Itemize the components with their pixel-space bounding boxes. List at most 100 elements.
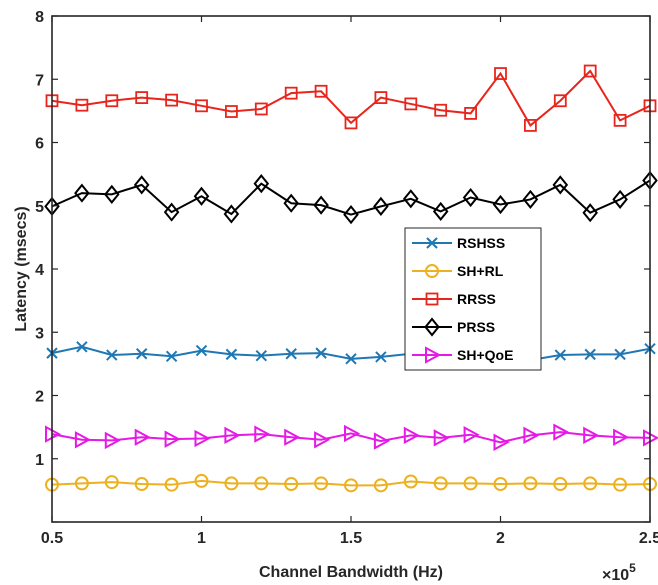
data-point bbox=[462, 187, 479, 208]
legend-label: SH+RL bbox=[457, 263, 504, 279]
data-point bbox=[165, 350, 178, 362]
data-point bbox=[255, 349, 268, 362]
data-point bbox=[75, 98, 89, 112]
data-point bbox=[583, 64, 597, 78]
data-point bbox=[375, 351, 387, 363]
legend-entry: RRSS bbox=[412, 291, 496, 307]
data-point bbox=[373, 478, 388, 493]
data-point bbox=[464, 107, 478, 120]
y-tick-label: 4 bbox=[35, 262, 44, 279]
series-sh-qoe bbox=[45, 423, 658, 451]
data-point bbox=[163, 202, 180, 222]
legend-marker bbox=[425, 292, 439, 306]
data-point bbox=[315, 347, 327, 359]
y-tick-label: 8 bbox=[35, 9, 44, 26]
data-point bbox=[135, 348, 148, 360]
data-point bbox=[494, 67, 507, 80]
data-point bbox=[194, 429, 211, 448]
data-point bbox=[74, 476, 89, 491]
data-point bbox=[493, 433, 510, 451]
data-point bbox=[463, 476, 478, 491]
legend-label: SH+QoE bbox=[457, 347, 513, 363]
data-point bbox=[523, 476, 538, 491]
data-point bbox=[345, 353, 357, 365]
data-point bbox=[134, 477, 149, 492]
data-point bbox=[553, 477, 568, 492]
data-point bbox=[432, 201, 449, 222]
data-point bbox=[254, 425, 271, 443]
data-point bbox=[404, 97, 418, 111]
series-line bbox=[51, 69, 651, 127]
data-point bbox=[583, 476, 598, 491]
legend-entry: SH+QoE bbox=[412, 346, 513, 364]
data-point bbox=[195, 344, 208, 357]
data-point bbox=[403, 426, 420, 445]
data-point bbox=[74, 431, 92, 449]
data-point bbox=[313, 195, 329, 215]
data-point bbox=[344, 116, 358, 130]
data-point bbox=[374, 91, 388, 104]
data-point bbox=[76, 341, 88, 353]
data-point bbox=[373, 432, 391, 450]
data-point bbox=[314, 84, 328, 98]
x-tick-label: 2.5 bbox=[639, 530, 658, 547]
x-tick-label: 1 bbox=[197, 530, 206, 547]
data-point bbox=[434, 103, 448, 117]
data-point bbox=[433, 429, 450, 447]
y-tick-label: 1 bbox=[35, 452, 44, 469]
legend-entry: PRSS bbox=[412, 317, 495, 337]
data-point bbox=[552, 175, 569, 195]
data-point bbox=[285, 348, 297, 360]
data-point bbox=[553, 423, 570, 441]
x-tick-label: 2 bbox=[496, 530, 505, 547]
data-point bbox=[104, 475, 119, 490]
x-axis-exponent: ×105 bbox=[602, 561, 636, 584]
data-point bbox=[195, 99, 208, 113]
data-point bbox=[253, 174, 270, 194]
data-point bbox=[223, 204, 240, 224]
data-point bbox=[344, 478, 358, 493]
data-point bbox=[613, 113, 627, 127]
data-point bbox=[284, 86, 298, 100]
data-point bbox=[522, 189, 539, 210]
data-point bbox=[612, 189, 628, 210]
data-point bbox=[314, 431, 331, 449]
data-point bbox=[373, 196, 389, 216]
data-point bbox=[582, 203, 598, 223]
data-point bbox=[493, 477, 508, 492]
legend: RSHSS SH+RL RRSS PRSS SH+QoE bbox=[404, 227, 542, 371]
y-tick-label: 2 bbox=[35, 389, 44, 406]
legend-entry: RSHSS bbox=[412, 235, 505, 251]
data-point bbox=[104, 431, 121, 450]
data-point bbox=[104, 184, 120, 204]
series-line bbox=[51, 179, 651, 216]
legend-marker bbox=[425, 346, 442, 364]
data-point bbox=[463, 426, 480, 444]
data-point bbox=[135, 91, 149, 104]
y-tick-label: 5 bbox=[35, 199, 44, 216]
data-point bbox=[224, 426, 241, 445]
x-axis-label: Channel Bandwidth (Hz) bbox=[259, 564, 443, 581]
data-point bbox=[284, 428, 301, 446]
data-point bbox=[224, 476, 239, 491]
data-point bbox=[314, 476, 329, 491]
y-tick-label: 6 bbox=[35, 136, 44, 153]
legend-marker bbox=[424, 317, 440, 337]
legend-label: RRSS bbox=[457, 291, 496, 307]
x-tick-label: 0.5 bbox=[41, 530, 63, 547]
data-point bbox=[254, 102, 268, 116]
series-prss bbox=[44, 170, 658, 225]
legend-label: RSHSS bbox=[457, 235, 505, 251]
data-point bbox=[133, 175, 150, 195]
data-point bbox=[344, 424, 361, 443]
data-point bbox=[403, 474, 418, 489]
data-marks bbox=[44, 64, 658, 493]
data-point bbox=[553, 94, 567, 108]
data-point bbox=[283, 193, 299, 213]
data-point bbox=[105, 94, 119, 108]
legend-entry: SH+RL bbox=[412, 263, 504, 279]
axes-box bbox=[51, 15, 651, 523]
data-point bbox=[613, 477, 628, 492]
series-line bbox=[51, 431, 651, 444]
